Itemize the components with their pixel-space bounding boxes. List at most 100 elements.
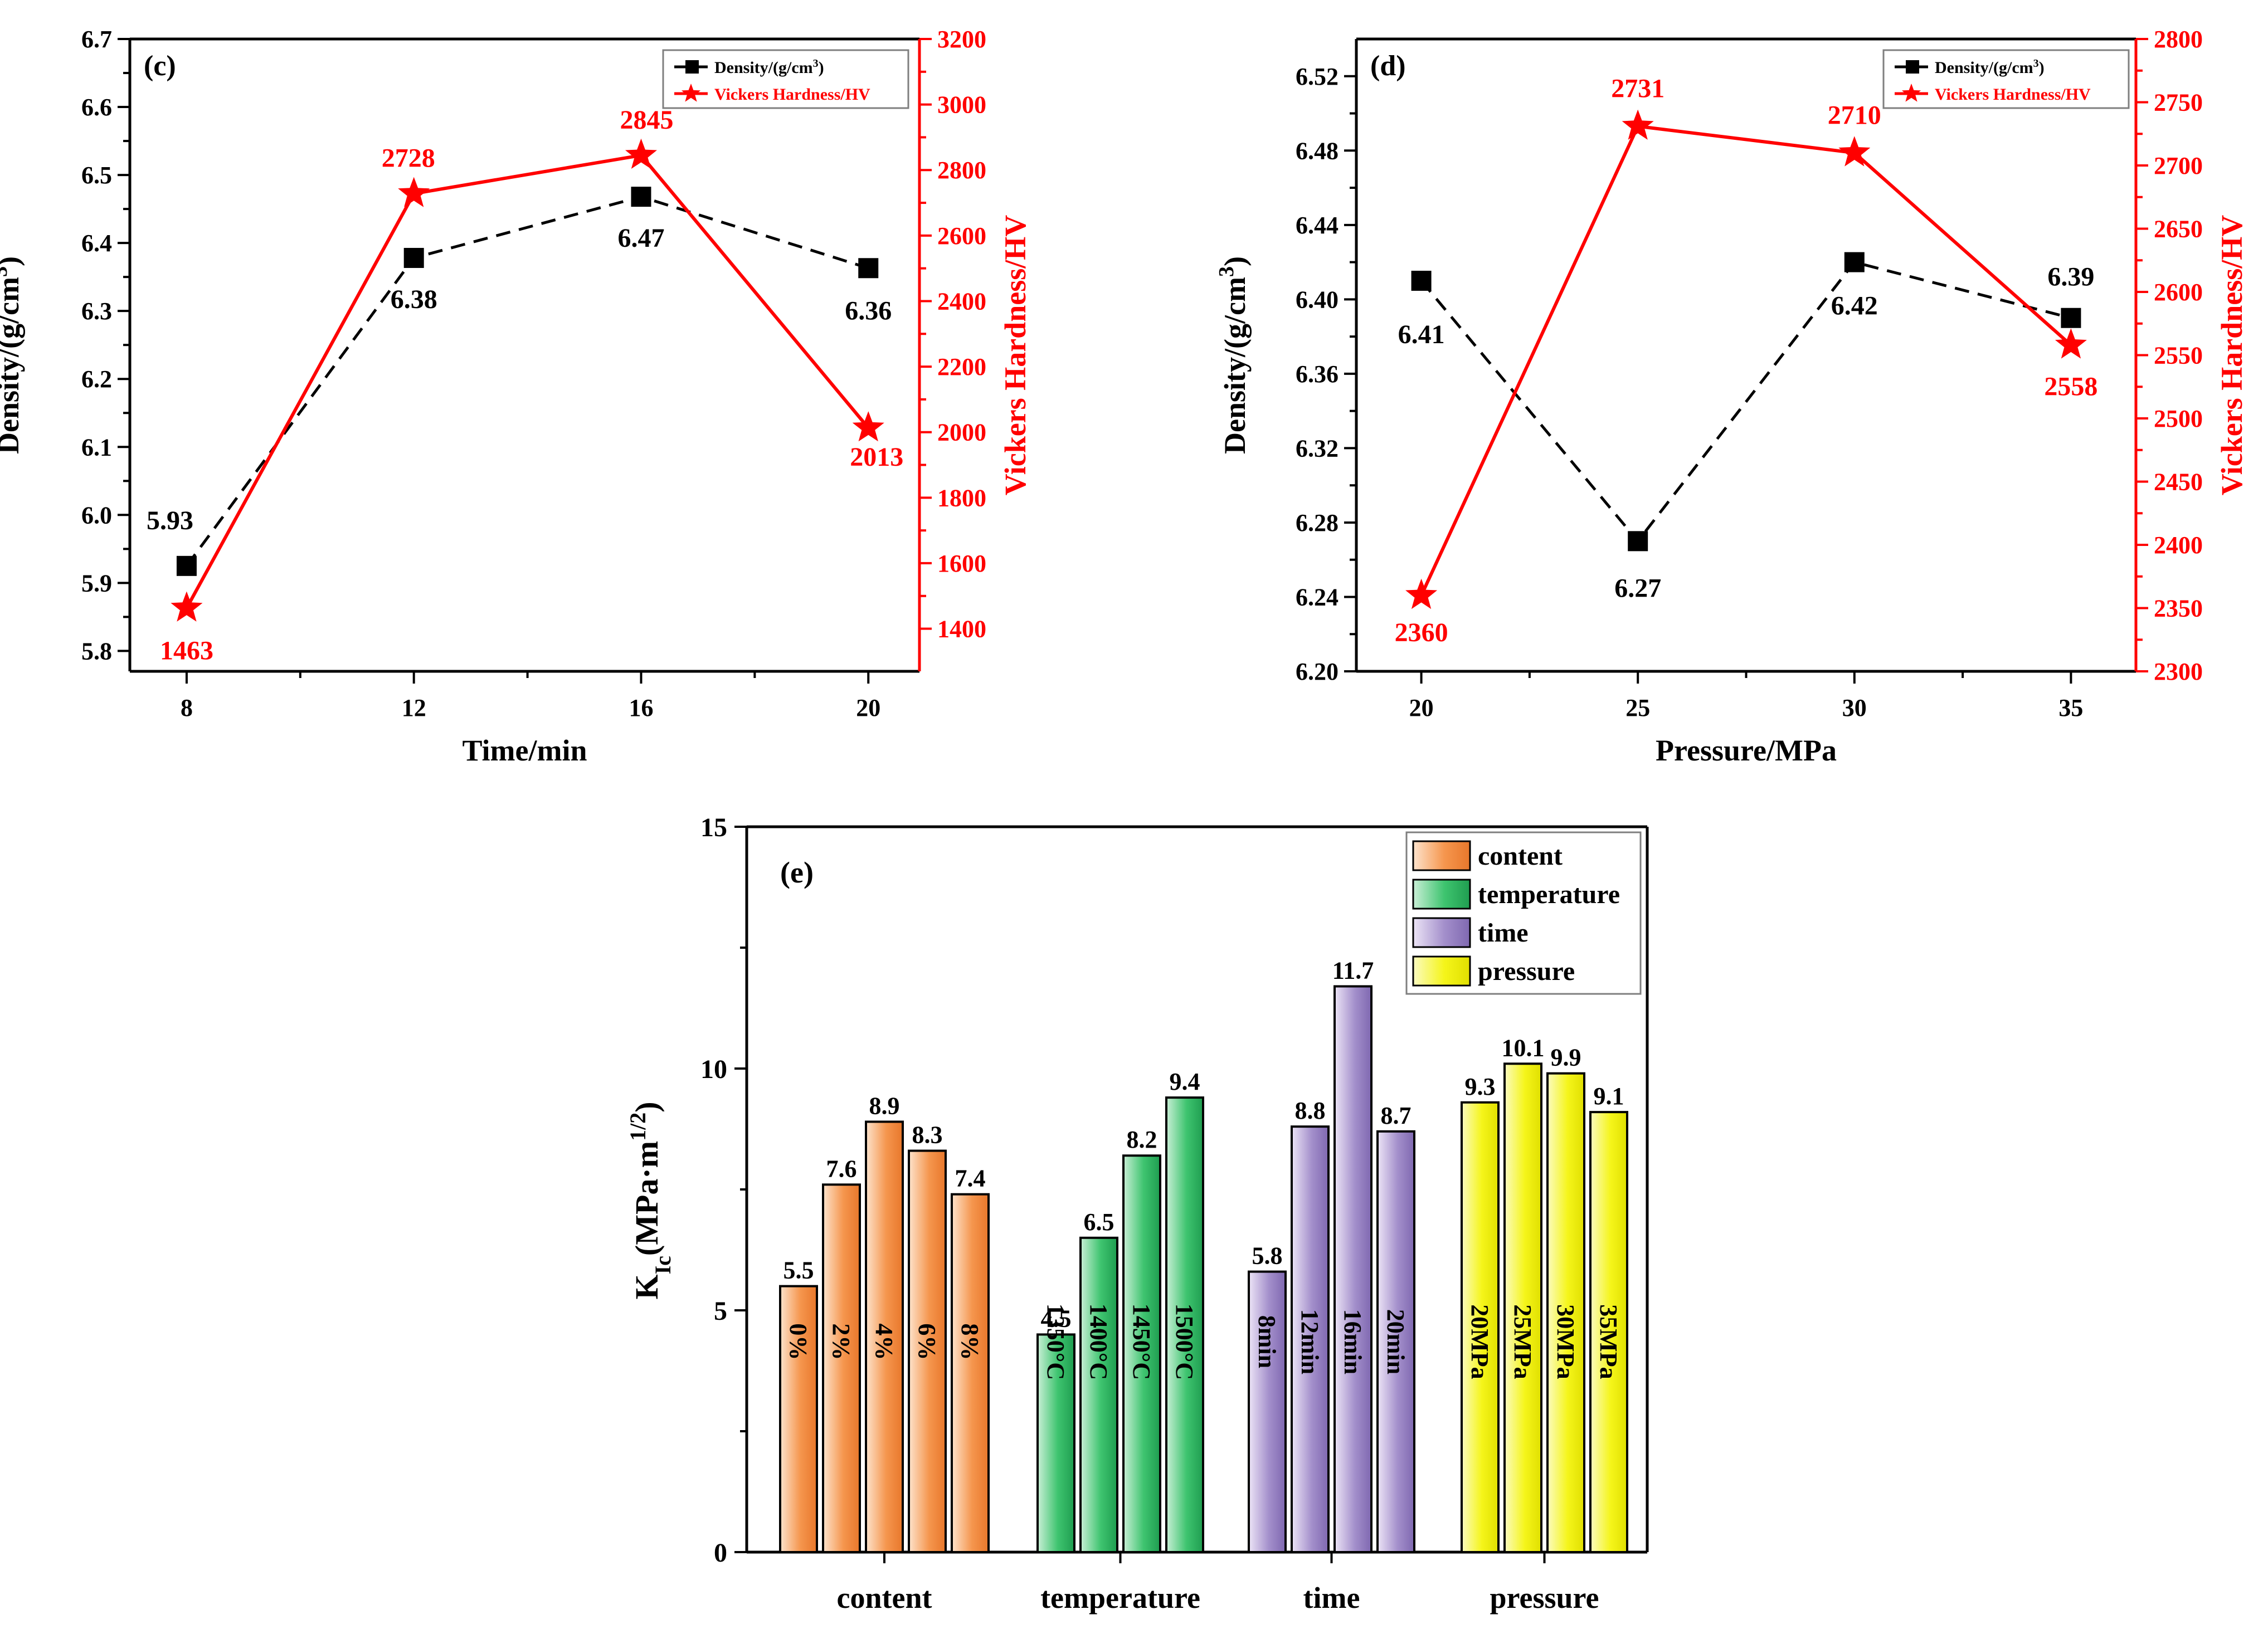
data-point-square	[631, 187, 651, 207]
x-tick-label: 20	[856, 694, 880, 721]
y2-tick-label: 2750	[2154, 89, 2203, 116]
x-category-label: pressure	[1490, 1581, 1599, 1615]
bar-category-label: 20min	[1382, 1309, 1409, 1374]
x-axis-title: Time/min	[462, 734, 587, 767]
y-axis-title-units: (MPa·m	[629, 1141, 665, 1256]
legend-label-text: Density/(g/cm	[1935, 58, 2033, 77]
y2-tick-label: 2800	[937, 157, 986, 184]
bar-value-label: 7.6	[826, 1155, 857, 1182]
y-tick-label: 6.6	[81, 94, 112, 121]
series-line-hardness	[1419, 124, 2072, 597]
legend-swatch-pressure	[1412, 955, 1471, 987]
legend-square-icon	[1906, 60, 1919, 74]
legend-label: time	[1478, 918, 1529, 948]
data-point-star	[2055, 328, 2087, 359]
legend-swatch-time	[1412, 917, 1471, 948]
bar-value-label: 8.2	[1127, 1126, 1157, 1153]
bar-category-label: 25MPa	[1509, 1304, 1536, 1379]
y-axis-title-k: K	[629, 1274, 665, 1299]
data-point-square	[1844, 252, 1865, 272]
bar-category-label: 16min	[1339, 1309, 1366, 1374]
y-tick-label: 15	[700, 813, 727, 842]
legend-label-close: )	[2039, 58, 2045, 77]
legend-label: content	[1478, 841, 1563, 871]
legend-swatch-content	[1412, 840, 1471, 871]
y-tick-label: 6.44	[1296, 212, 1339, 239]
bar-category-label: 6%	[913, 1323, 941, 1360]
y-axis-title-close: )	[1218, 256, 1252, 266]
y-tick-label: 6.36	[1296, 360, 1339, 388]
data-label: 6.38	[391, 285, 437, 314]
bar-temperature	[1122, 1154, 1161, 1553]
legend-swatch-temperature	[1412, 879, 1471, 910]
panel-label: (e)	[780, 856, 814, 889]
legend-label-sup: 3	[813, 57, 819, 70]
y-tick-label: 6.20	[1296, 658, 1339, 685]
y-tick-label: 6.52	[1296, 63, 1339, 90]
bar-pressure	[1461, 1101, 1500, 1553]
bar-value-label: 8.8	[1295, 1097, 1326, 1124]
y-tick-label: 6.28	[1296, 509, 1339, 537]
data-point-square	[2061, 308, 2081, 328]
y-tick-label: 5.9	[81, 569, 112, 597]
bar-time	[1248, 1270, 1287, 1554]
y-tick-label: 6.0	[81, 501, 112, 529]
y-tick-label: 5.8	[81, 637, 112, 665]
legend-star-icon	[1901, 84, 1921, 102]
bar-category-label: 8%	[956, 1323, 984, 1360]
legend-frame	[662, 49, 909, 109]
bar-temperature	[1165, 1096, 1204, 1553]
legend: Density/(g/cm3) Vickers Hardness/HV	[1882, 49, 2130, 109]
data-point-square	[1628, 531, 1648, 552]
bar-category-label: 8min	[1253, 1315, 1281, 1368]
y2-tick-label: 2600	[2154, 279, 2203, 306]
x-category-label: temperature	[1040, 1581, 1200, 1615]
x-tick-label: 35	[2058, 694, 2083, 721]
y-tick-label: 6.4	[81, 230, 112, 257]
data-label: 6.42	[1831, 291, 1878, 321]
bar-category-label: 1350°C	[1042, 1304, 1069, 1380]
y-tick-label: 6.1	[81, 433, 112, 461]
y-axis-title-sup: 3	[1215, 266, 1238, 277]
data-point-star	[1622, 109, 1654, 140]
data-point-star	[398, 177, 430, 207]
bar-content	[779, 1285, 818, 1554]
y-axis-title-close: )	[629, 1101, 665, 1112]
y2-tick-label: 2200	[937, 353, 986, 381]
data-point-square	[176, 555, 197, 576]
y2-tick-label: 2700	[2154, 152, 2203, 179]
data-label: 2360	[1395, 618, 1448, 647]
legend-label-text: Vickers Hardness/HV	[1935, 85, 2091, 104]
x-category-label: content	[837, 1581, 932, 1615]
x-tick-label: 20	[1409, 694, 1434, 721]
legend-label: Vickers Hardness/HV	[1935, 85, 2091, 104]
bar-value-label: 4.5	[1041, 1305, 1072, 1332]
y-tick-label: 6.32	[1296, 435, 1339, 462]
panel-c: 8 12 16 20 5.8 5.9 6.0 6.1 6.2 6.3 6.4 6.5 6.6 6.7 140…	[0, 26, 1032, 767]
data-point-star	[852, 411, 884, 442]
bar-value-label: 9.1	[1594, 1082, 1624, 1110]
data-label: 6.39	[2047, 262, 2094, 292]
bar-category-label: 1500°C	[1171, 1304, 1198, 1380]
y-axis-title: Density/(g/cm3)	[1215, 256, 1252, 454]
bar-content	[908, 1149, 947, 1554]
x-category-label: time	[1303, 1581, 1360, 1615]
data-label: 1463	[160, 636, 213, 666]
data-label: 5.93	[147, 506, 193, 535]
bar-category-label: 2%	[828, 1323, 855, 1360]
data-point-star	[1405, 578, 1438, 609]
legend-label: Density/(g/cm3)	[1935, 57, 2045, 77]
y2-tick-label: 2600	[937, 222, 986, 250]
series-line-hardness	[185, 153, 870, 609]
bar-category-label: 35MPa	[1595, 1304, 1622, 1379]
y-axis-title-text: Density/(g/cm	[0, 277, 25, 454]
bar-category-label: 4%	[870, 1323, 898, 1360]
bar-time	[1333, 985, 1373, 1553]
legend-label-close: )	[819, 58, 824, 77]
legend: content temperature time pressure	[1405, 831, 1642, 995]
legend-label: Vickers Hardness/HV	[714, 85, 870, 104]
y2-axis-title: Vickers Hardness/HV	[999, 215, 1032, 495]
y2-tick-label: 2350	[2154, 595, 2203, 622]
y-tick-label: 10	[700, 1055, 727, 1084]
